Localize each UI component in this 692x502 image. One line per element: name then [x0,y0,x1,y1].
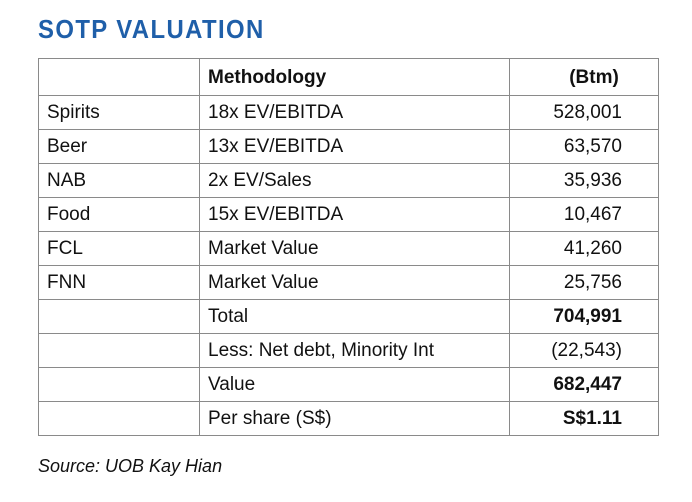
value-cell: 10,467 [509,197,659,232]
methodology-cell: 13x EV/EBITDA [199,129,510,164]
methodology-cell: 18x EV/EBITDA [199,95,510,130]
value-cell: 63,570 [509,129,659,164]
segment-cell [38,333,200,368]
segment-cell: Food [38,197,200,232]
page-title: SOTP VALUATION [38,14,265,44]
equity-value-cell: 682,447 [509,367,659,402]
segment-cell: NAB [38,163,200,198]
equity-value-row: Value 682,447 [38,367,659,402]
methodology-cell: Per share (S$) [199,401,510,436]
table-row: FNN Market Value 25,756 [38,265,659,300]
segment-cell: Beer [38,129,200,164]
methodology-cell: Value [199,367,510,402]
segment-cell: FNN [38,265,200,300]
methodology-cell: 15x EV/EBITDA [199,197,510,232]
value-cell: 528,001 [509,95,659,130]
header-value: (Btm) [509,58,659,96]
segment-cell [38,367,200,402]
per-share-row: Per share (S$) S$1.11 [38,401,659,436]
table-row: Food 15x EV/EBITDA 10,467 [38,197,659,232]
segment-cell: Spirits [38,95,200,130]
total-value-cell: 704,991 [509,299,659,334]
table-header-row: Methodology (Btm) [38,58,659,96]
net-debt-value-cell: (22,543) [509,333,659,368]
table-row: NAB 2x EV/Sales 35,936 [38,163,659,198]
total-row: Total 704,991 [38,299,659,334]
source-note: Source: UOB Kay Hian [38,456,223,476]
value-cell: 25,756 [509,265,659,300]
header-methodology: Methodology [199,58,510,96]
value-cell: 41,260 [509,231,659,266]
table-row: Beer 13x EV/EBITDA 63,570 [38,129,659,164]
per-share-value-cell: S$1.11 [509,401,659,436]
methodology-cell: Less: Net debt, Minority Int [199,333,510,368]
net-debt-row: Less: Net debt, Minority Int (22,543) [38,333,659,368]
methodology-cell: Market Value [199,231,510,266]
table-row: FCL Market Value 41,260 [38,231,659,266]
segment-cell [38,299,200,334]
methodology-cell: Market Value [199,265,510,300]
sotp-valuation-table: Methodology (Btm) Spirits 18x EV/EBITDA … [38,58,659,436]
header-segment [38,58,200,96]
methodology-cell: 2x EV/Sales [199,163,510,198]
table-row: Spirits 18x EV/EBITDA 528,001 [38,95,659,130]
segment-cell: FCL [38,231,200,266]
methodology-cell: Total [199,299,510,334]
segment-cell [38,401,200,436]
value-cell: 35,936 [509,163,659,198]
